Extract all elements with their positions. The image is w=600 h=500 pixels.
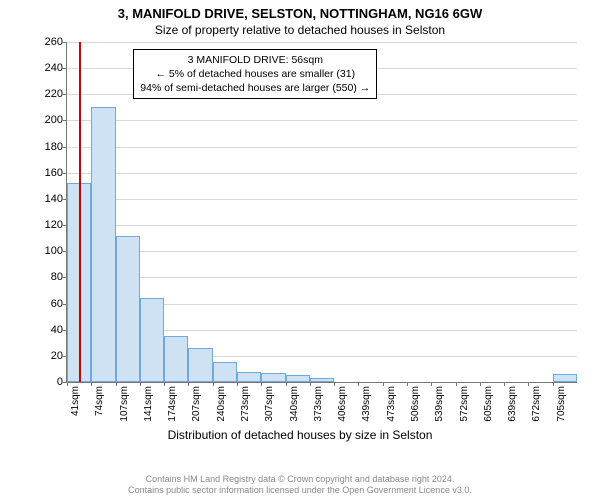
histogram-bar bbox=[116, 236, 140, 382]
annotation-box: 3 MANIFOLD DRIVE: 56sqm← 5% of detached … bbox=[133, 49, 377, 100]
plot-area: 02040608010012014016018020022024026041sq… bbox=[66, 42, 577, 383]
ytick-label: 160 bbox=[45, 167, 67, 179]
histogram-bar bbox=[213, 362, 237, 382]
histogram-bar bbox=[140, 298, 164, 382]
xtick-mark bbox=[67, 382, 68, 386]
xtick-label: 240sqm bbox=[216, 386, 227, 422]
xtick-label: 572sqm bbox=[459, 386, 470, 422]
ytick-label: 80 bbox=[51, 271, 67, 283]
annotation-line: ← 5% of detached houses are smaller (31) bbox=[140, 67, 370, 81]
histogram-bar bbox=[91, 107, 115, 382]
xtick-mark bbox=[553, 382, 554, 386]
xtick-label: 473sqm bbox=[386, 386, 397, 422]
xtick-label: 639sqm bbox=[507, 386, 518, 422]
x-axis-label: Distribution of detached houses by size … bbox=[20, 428, 580, 442]
histogram-bar bbox=[188, 348, 212, 382]
xtick-mark bbox=[164, 382, 165, 386]
xtick-mark bbox=[213, 382, 214, 386]
ytick-label: 260 bbox=[45, 36, 67, 48]
ytick-label: 240 bbox=[45, 62, 67, 74]
ytick-label: 180 bbox=[45, 141, 67, 153]
xtick-mark bbox=[358, 382, 359, 386]
gridline bbox=[67, 251, 577, 252]
xtick-label: 307sqm bbox=[264, 386, 275, 422]
ytick-label: 220 bbox=[45, 88, 67, 100]
xtick-label: 506sqm bbox=[410, 386, 421, 422]
xtick-label: 605sqm bbox=[483, 386, 494, 422]
page-subtitle: Size of property relative to detached ho… bbox=[0, 23, 600, 37]
footer-line-2: Contains public sector information licen… bbox=[0, 485, 600, 496]
gridline bbox=[67, 199, 577, 200]
xtick-label: 141sqm bbox=[143, 386, 154, 422]
xtick-mark bbox=[188, 382, 189, 386]
xtick-label: 74sqm bbox=[94, 386, 105, 416]
page-title: 3, MANIFOLD DRIVE, SELSTON, NOTTINGHAM, … bbox=[0, 6, 600, 21]
xtick-mark bbox=[480, 382, 481, 386]
xtick-mark bbox=[456, 382, 457, 386]
footer-line-1: Contains HM Land Registry data © Crown c… bbox=[0, 474, 600, 485]
xtick-label: 174sqm bbox=[167, 386, 178, 422]
reference-line bbox=[79, 42, 81, 382]
histogram-bar bbox=[261, 373, 285, 382]
footer-attribution: Contains HM Land Registry data © Crown c… bbox=[0, 474, 600, 497]
ytick-label: 120 bbox=[45, 219, 67, 231]
ytick-label: 100 bbox=[45, 245, 67, 257]
gridline bbox=[67, 173, 577, 174]
chart-container: Number of detached properties 0204060801… bbox=[20, 42, 580, 442]
xtick-mark bbox=[310, 382, 311, 386]
xtick-mark bbox=[407, 382, 408, 386]
xtick-mark bbox=[261, 382, 262, 386]
xtick-mark bbox=[528, 382, 529, 386]
histogram-bar bbox=[310, 378, 334, 382]
gridline bbox=[67, 277, 577, 278]
gridline bbox=[67, 42, 577, 43]
histogram-bar bbox=[553, 374, 577, 382]
xtick-label: 373sqm bbox=[313, 386, 324, 422]
xtick-mark bbox=[286, 382, 287, 386]
xtick-mark bbox=[334, 382, 335, 386]
xtick-label: 273sqm bbox=[240, 386, 251, 422]
xtick-mark bbox=[116, 382, 117, 386]
histogram-bar bbox=[164, 336, 188, 382]
ytick-label: 20 bbox=[51, 350, 67, 362]
histogram-bar bbox=[237, 372, 261, 382]
xtick-label: 41sqm bbox=[70, 386, 81, 416]
ytick-label: 140 bbox=[45, 193, 67, 205]
xtick-label: 207sqm bbox=[191, 386, 202, 422]
xtick-label: 406sqm bbox=[337, 386, 348, 422]
xtick-mark bbox=[237, 382, 238, 386]
xtick-mark bbox=[91, 382, 92, 386]
xtick-label: 672sqm bbox=[531, 386, 542, 422]
xtick-label: 539sqm bbox=[434, 386, 445, 422]
annotation-line: 94% of semi-detached houses are larger (… bbox=[140, 81, 370, 95]
histogram-bar bbox=[286, 375, 310, 382]
xtick-mark bbox=[140, 382, 141, 386]
annotation-line: 3 MANIFOLD DRIVE: 56sqm bbox=[140, 53, 370, 67]
xtick-label: 340sqm bbox=[289, 386, 300, 422]
ytick-label: 200 bbox=[45, 114, 67, 126]
xtick-mark bbox=[504, 382, 505, 386]
gridline bbox=[67, 225, 577, 226]
ytick-label: 40 bbox=[51, 324, 67, 336]
gridline bbox=[67, 120, 577, 121]
ytick-label: 60 bbox=[51, 298, 67, 310]
xtick-label: 107sqm bbox=[119, 386, 130, 422]
ytick-label: 0 bbox=[57, 376, 67, 388]
xtick-mark bbox=[383, 382, 384, 386]
xtick-label: 705sqm bbox=[556, 386, 567, 422]
gridline bbox=[67, 147, 577, 148]
xtick-mark bbox=[431, 382, 432, 386]
xtick-label: 439sqm bbox=[361, 386, 372, 422]
